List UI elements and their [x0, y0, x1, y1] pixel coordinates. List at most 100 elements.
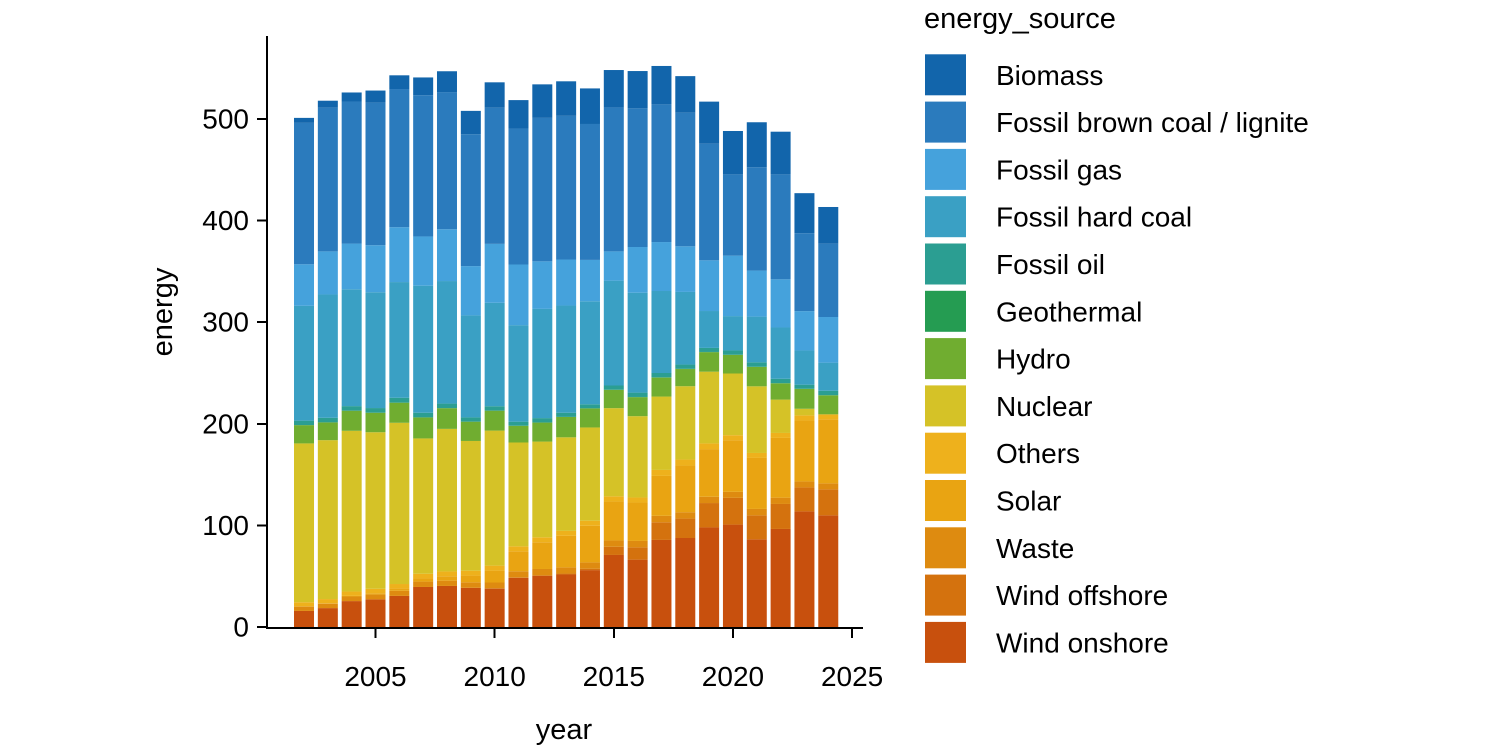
bar-segment-2004-fossil-gas: [341, 243, 362, 290]
bar-segment-2021-waste: [746, 508, 767, 516]
bar-segment-2024-wind-offshore: [818, 489, 839, 516]
bar-segment-2008-fossil-gas: [436, 229, 457, 282]
bar-segment-2006-hydro: [389, 402, 410, 423]
bar-segment-2018-nuclear: [675, 386, 696, 460]
bar-segment-2010-solar: [484, 570, 505, 583]
bar-segment-2002-wind-onshore: [294, 610, 315, 627]
bar-segment-2006-fossil-brown-coal-lignite: [389, 89, 410, 228]
bar-segment-2023-others: [794, 415, 815, 421]
bar-segment-2005-fossil-oil: [365, 408, 386, 413]
bar-segment-2004-solar: [341, 595, 362, 597]
bar-segment-2006-waste: [389, 590, 410, 596]
bar-segment-2023-wind-onshore: [794, 511, 815, 627]
legend-swatch-solar: [925, 480, 966, 521]
bar-segment-2016-hydro: [627, 397, 648, 417]
bar-segment-2020-fossil-brown-coal-lignite: [722, 174, 743, 256]
bar-segment-2010-biomass: [484, 82, 505, 108]
bar-segment-2018-biomass: [675, 76, 696, 113]
bar-segment-2012-fossil-hard-coal: [532, 308, 553, 419]
legend-swatch-others: [925, 432, 966, 474]
y-tick-label: 400: [202, 205, 249, 236]
legend-label-hydro: Hydro: [996, 344, 1071, 375]
bar-segment-2004-wind-onshore: [341, 601, 362, 627]
bar-segment-2018-wind-onshore: [675, 537, 696, 627]
bar-segment-2011-fossil-brown-coal-lignite: [508, 128, 529, 265]
bar-segment-2020-waste: [722, 491, 743, 498]
bar-segment-2021-fossil-brown-coal-lignite: [746, 167, 767, 271]
bar-segment-2004-hydro: [341, 410, 362, 431]
bar-segment-2012-waste: [532, 568, 553, 576]
bar-segment-2006-fossil-hard-coal: [389, 282, 410, 398]
bar-segment-2013-hydro: [556, 416, 577, 438]
bar-segment-2024-fossil-brown-coal-lignite: [818, 243, 839, 318]
bar-segment-2011-waste: [508, 571, 529, 578]
bar-segment-2014-fossil-brown-coal-lignite: [579, 123, 600, 260]
bar-segment-2023-nuclear: [794, 408, 815, 416]
bar-segment-2017-wind-offshore: [651, 522, 672, 540]
bar-segment-2003-others: [317, 599, 338, 604]
bar-segment-2016-nuclear: [627, 416, 648, 498]
bar-segment-2022-others: [770, 432, 791, 438]
legend-swatch-nuclear: [925, 385, 966, 427]
x-tick-label: 2020: [702, 661, 764, 692]
legend-label-nuclear: Nuclear: [996, 391, 1092, 422]
bar-segment-2016-waste: [627, 540, 648, 548]
bar-segment-2007-wind-onshore: [413, 586, 434, 627]
bar-segment-2023-biomass: [794, 193, 815, 234]
bar-segment-2021-wind-onshore: [746, 539, 767, 627]
bar-segment-2014-fossil-gas: [579, 259, 600, 302]
bar-segment-2022-fossil-oil: [770, 378, 791, 384]
bar-segment-2011-biomass: [508, 100, 529, 129]
bar-segment-2020-wind-onshore: [722, 524, 743, 627]
bar-segment-2024-biomass: [818, 206, 839, 244]
bar-segment-2016-others: [627, 497, 648, 503]
bar-segment-2007-biomass: [413, 77, 434, 96]
bar-segment-2006-nuclear: [389, 422, 410, 585]
bar-segment-2022-nuclear: [770, 399, 791, 433]
bar-segment-2004-nuclear: [341, 430, 362, 592]
bar-segment-2014-wind-offshore: [579, 568, 600, 571]
legend-label-others: Others: [996, 438, 1080, 469]
bar-segment-2015-others: [603, 496, 624, 502]
bar-segment-2022-fossil-hard-coal: [770, 327, 791, 379]
bar-segment-2017-fossil-brown-coal-lignite: [651, 104, 672, 243]
bar-segment-2014-nuclear: [579, 427, 600, 521]
bar-segment-2004-biomass: [341, 92, 362, 102]
legend-items: Biomass Fossil brown coal / lignite Fossil…: [925, 54, 1309, 663]
bar-segment-2020-hydro: [722, 354, 743, 374]
legend-title: energy_source: [924, 3, 1116, 35]
bar-segment-2005-fossil-gas: [365, 245, 386, 293]
x-axis: 2005 2010 2015 2020 2025 year: [266, 627, 883, 746]
bar-segment-2011-nuclear: [508, 442, 529, 547]
legend-label-fossil-hard-coal: Fossil hard coal: [996, 202, 1192, 233]
bar-segment-2005-wind-onshore: [365, 599, 386, 627]
bar-segment-2018-fossil-hard-coal: [675, 291, 696, 365]
bar-segment-2015-hydro: [603, 389, 624, 409]
bar-segment-2012-biomass: [532, 84, 553, 118]
bar-segment-2008-solar: [436, 576, 457, 581]
bar-segment-2022-biomass: [770, 131, 791, 175]
bar-segment-2008-others: [436, 571, 457, 577]
bar-segment-2010-fossil-gas: [484, 243, 505, 303]
bar-segment-2005-biomass: [365, 90, 386, 103]
bar-segment-2009-others: [460, 570, 481, 576]
bar-segment-2023-fossil-brown-coal-lignite: [794, 233, 815, 312]
bar-segment-2015-fossil-hard-coal: [603, 280, 624, 386]
bar-segment-2017-wind-onshore: [651, 539, 672, 627]
bar-segment-2021-others: [746, 452, 767, 458]
bar-segment-2022-wind-offshore: [770, 503, 791, 529]
bar-segment-2024-fossil-gas: [818, 317, 839, 363]
bar-segment-2019-wind-onshore: [699, 527, 720, 627]
bar-segment-2017-biomass: [651, 65, 672, 105]
bar-segment-2003-biomass: [317, 100, 338, 108]
bar-segment-2018-fossil-brown-coal-lignite: [675, 112, 696, 247]
bar-segment-2018-fossil-gas: [675, 246, 696, 292]
bar-segment-2012-solar: [532, 542, 553, 569]
bar-segment-2015-biomass: [603, 70, 624, 108]
legend-swatch-hydro: [925, 338, 966, 380]
bar-segment-2019-hydro: [699, 352, 720, 372]
bar-segment-2019-biomass: [699, 101, 720, 144]
bar-segment-2006-fossil-gas: [389, 227, 410, 283]
bar-segment-2017-nuclear: [651, 396, 672, 470]
bar-segment-2017-fossil-oil: [651, 373, 672, 378]
